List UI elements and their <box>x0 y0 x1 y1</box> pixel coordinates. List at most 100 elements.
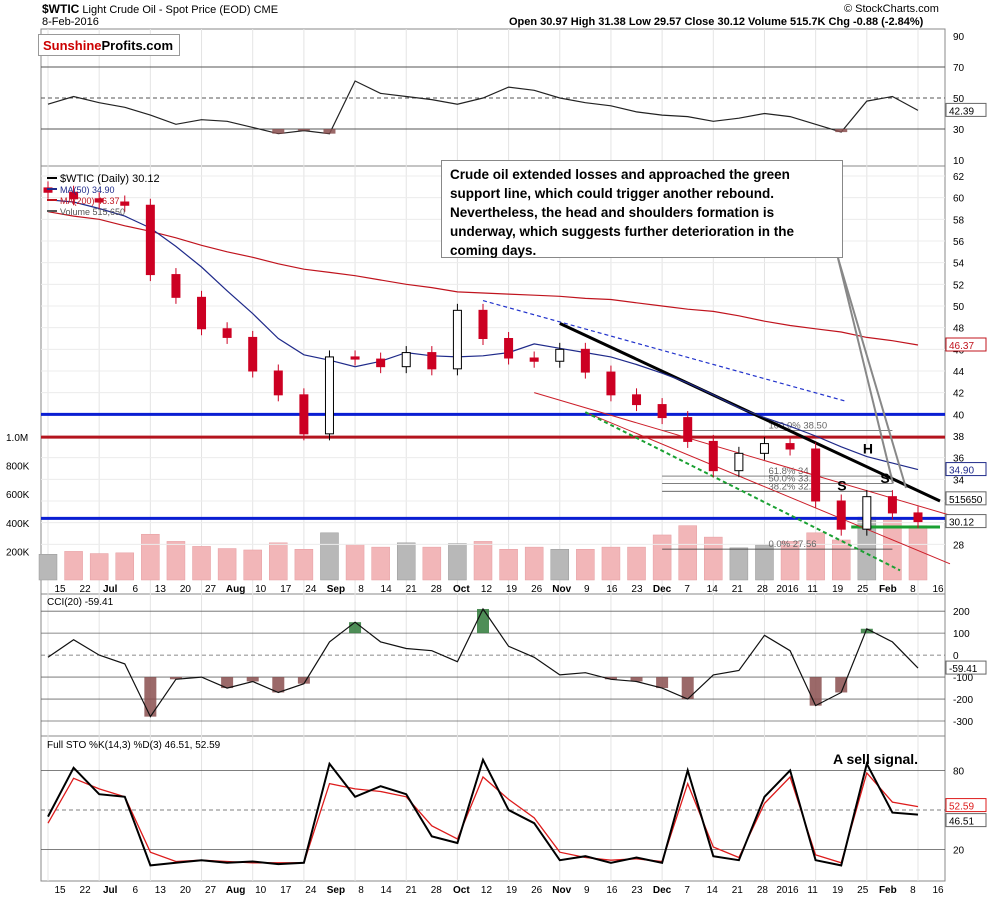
price-x-axis-label: 9 <box>584 584 590 595</box>
bottom-x-axis-label: Jul <box>103 885 118 896</box>
bottom-x-axis-label: Aug <box>226 885 245 896</box>
candle-body <box>555 348 565 362</box>
volume-bar <box>64 551 83 581</box>
bottom-x-axis-label: Nov <box>552 885 571 896</box>
price-x-axis-label: Jul <box>103 584 118 595</box>
price-x-axis-label: 14 <box>707 584 719 595</box>
symbol-description: Light Crude Oil - Spot Price (EOD) <box>82 4 251 16</box>
rsi-oversold-fill <box>323 129 336 134</box>
volume-bar <box>448 543 467 581</box>
note-pointer-line <box>837 257 894 484</box>
volume-bar <box>269 542 288 581</box>
sto-layer: Full STO %K(14,3) %D(3) 46.51, 52.59 A se… <box>41 740 987 867</box>
bottom-x-axis-label: 10 <box>255 885 267 896</box>
fibonacci-label: 0.0% 27.56 <box>768 539 816 550</box>
sto-d-last-value-box <box>945 798 987 813</box>
head-shoulders-label: S <box>880 470 889 486</box>
brand-logo: SunshineProfits.com <box>38 34 180 56</box>
bottom-x-axis-label: 2016 <box>776 885 799 896</box>
volume-bar <box>115 552 135 581</box>
price-x-axis-label: 6 <box>132 584 138 595</box>
bottom-x-axis-label: 20 <box>180 885 192 896</box>
price-layer: 100.0% 38.50 61.8% 34.350.0% 33.638.2% 32… <box>41 172 987 572</box>
price-x-axis-label: 19 <box>506 584 518 595</box>
sto-tick-label: 80 <box>953 766 965 777</box>
volume-tick-label: 400K <box>6 519 30 530</box>
ma200-last-value-box <box>945 337 987 352</box>
chart-date: 8-Feb-2016 <box>42 16 99 28</box>
bottom-x-axis-label: 21 <box>732 885 744 896</box>
volume-tick-label: 800K <box>6 462 30 473</box>
exchange: CME <box>253 4 279 16</box>
volume-bar <box>704 536 723 581</box>
candle-body <box>504 338 514 359</box>
ma50-last-value: 34.90 <box>949 466 974 477</box>
bottom-x-axis-label: 14 <box>707 885 719 896</box>
price-tick-label: 58 <box>953 215 965 226</box>
volume-bar <box>601 546 621 581</box>
candle-body <box>836 500 846 530</box>
price-x-axis-label: Nov <box>552 584 571 595</box>
bottom-x-axis-label: 17 <box>280 885 292 896</box>
cci-last-value-box <box>945 660 987 675</box>
fibonacci-label: 100.0% 38.50 <box>768 421 827 432</box>
quote-line: Open 30.97 High 31.38 Low 29.57 Close 30… <box>509 16 924 28</box>
volume-bar <box>627 546 646 581</box>
bottom-x-axis-label: 19 <box>506 885 518 896</box>
volume-bar <box>780 541 800 581</box>
volume-bar <box>652 534 672 581</box>
price-x-axis-label: 15 <box>54 584 66 595</box>
head-shoulders-label: S <box>837 478 846 494</box>
rsi-line <box>47 80 919 135</box>
brand-part2: Profits.com <box>101 38 174 53</box>
cci-overbought-fill <box>349 622 362 634</box>
volume-bar <box>141 533 160 581</box>
volume-bar <box>524 546 544 581</box>
bottom-x-axis-label: 12 <box>481 885 493 896</box>
cci-oversold-fill <box>169 677 182 680</box>
cci-last-value: -59.41 <box>949 664 978 675</box>
price-x-axis-label: 20 <box>180 584 192 595</box>
price-x-axis-label: 11 <box>807 584 818 595</box>
cci-title: CCI(20) -59.41 <box>47 597 114 608</box>
cci-overbought-fill <box>860 628 873 634</box>
volume-bar <box>550 549 570 581</box>
candle-body <box>401 352 411 368</box>
bottom-x-axis-label: 27 <box>205 885 217 896</box>
close-last-value-box <box>945 514 987 529</box>
price-x-axis-label: 2016 <box>776 584 799 595</box>
bottom-x-axis-label: 8 <box>910 885 916 896</box>
price-x-axis-label: Sep <box>327 584 345 595</box>
candle-body <box>197 296 207 330</box>
price-tick-label: 52 <box>953 280 965 291</box>
candle-body <box>657 404 667 419</box>
volume-last-value-box <box>945 491 987 506</box>
candle-body <box>452 309 462 370</box>
bottom-x-axis-label: 6 <box>132 885 138 896</box>
volume-bar <box>243 549 262 581</box>
price-x-axis-label: 10 <box>255 584 267 595</box>
volume-bar <box>192 546 211 581</box>
rsi-tick-label: 70 <box>953 63 965 74</box>
price-x-axis-label: 16 <box>932 584 944 595</box>
copyright: © StockCharts.com <box>844 3 939 15</box>
candle-body <box>43 187 53 193</box>
cci-oversold-fill <box>604 677 617 680</box>
red-channel-lower <box>585 411 951 565</box>
cci-tick-label: -100 <box>953 673 973 684</box>
sto-k-line <box>47 757 919 867</box>
axis-layer: 15 15 22 22 Jul Jul 6 6 13 13 20 20 27 27 Aug Aug 10 10 17… <box>54 584 944 896</box>
cci-layer: CCI(20) -59.41 200 100 0 -100 -200 -300 -59.41 <box>41 597 987 728</box>
candle-body <box>887 496 897 514</box>
cci-overbought-fill <box>477 608 489 634</box>
volume-tick-label: 1.0M <box>6 433 28 444</box>
candle-body <box>529 357 539 362</box>
candle-body <box>376 358 386 368</box>
volume-bar <box>396 542 416 581</box>
price-tick-label: 36 <box>953 454 965 465</box>
price-x-axis-label: 19 <box>832 584 844 595</box>
price-tick-label: 54 <box>953 259 965 270</box>
price-tick-label: 60 <box>953 194 965 205</box>
price-legend-entry: $WTIC (Daily) 30.12 <box>60 173 160 185</box>
volume-bar <box>729 547 749 581</box>
